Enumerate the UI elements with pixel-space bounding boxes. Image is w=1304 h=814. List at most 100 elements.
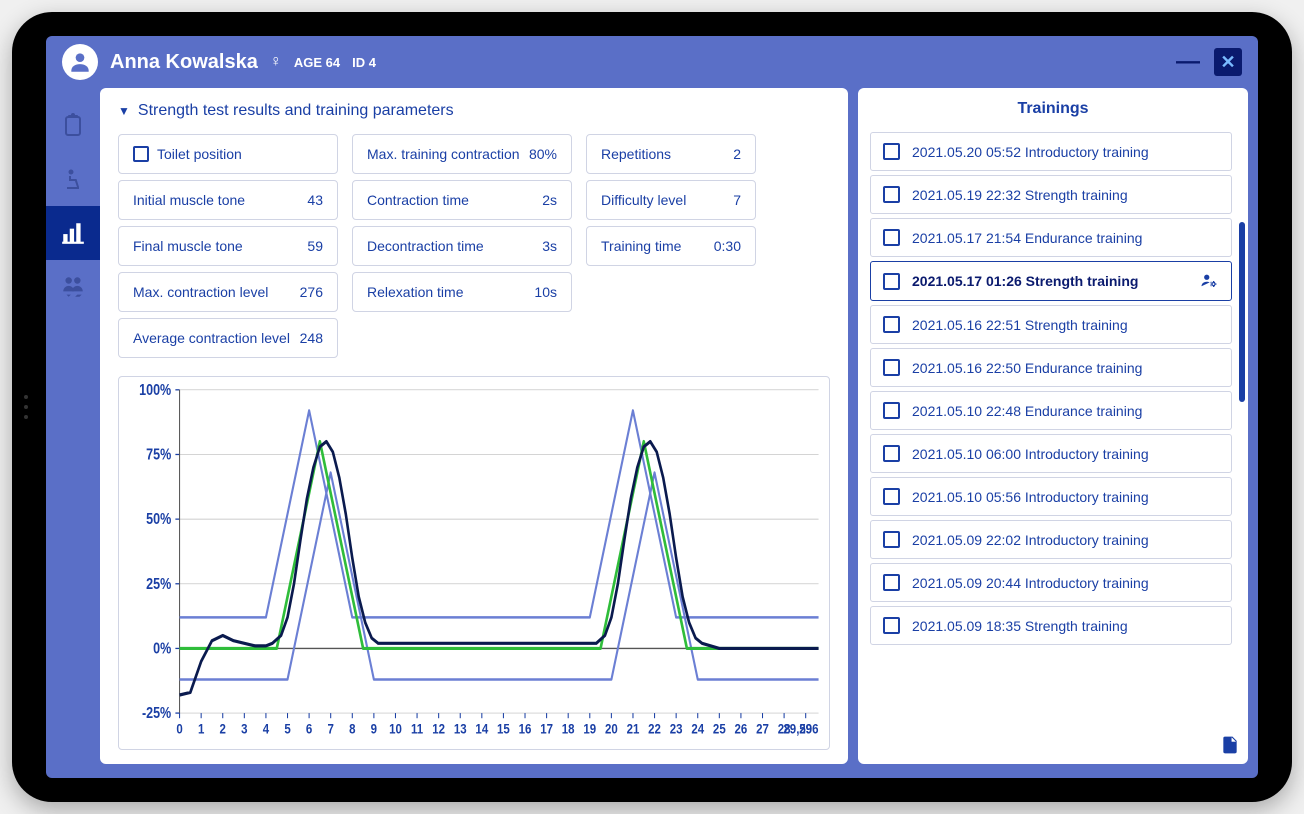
svg-text:7: 7 (327, 720, 333, 736)
param-box: Max. contraction level276 (118, 272, 338, 312)
svg-text:12: 12 (432, 720, 445, 736)
training-checkbox[interactable] (883, 229, 900, 246)
svg-text:18: 18 (562, 720, 575, 736)
param-label: Toilet position (157, 146, 242, 162)
tablet-dots (24, 395, 28, 419)
training-checkbox[interactable] (883, 186, 900, 203)
training-label: 2021.05.10 06:00 Introductory training (912, 446, 1219, 462)
training-item[interactable]: 2021.05.16 22:50 Endurance training (870, 348, 1232, 387)
training-list[interactable]: 2021.05.20 05:52 Introductory training 20… (870, 132, 1236, 752)
param-label: Relexation time (367, 284, 464, 300)
svg-text:-25%: -25% (142, 704, 172, 722)
param-value: 7 (733, 192, 741, 208)
training-checkbox[interactable] (883, 617, 900, 634)
training-item[interactable]: 2021.05.10 06:00 Introductory training (870, 434, 1232, 473)
training-item[interactable]: 2021.05.09 22:02 Introductory training (870, 520, 1232, 559)
svg-text:26: 26 (735, 720, 748, 736)
training-item[interactable]: 2021.05.17 01:26 Strength training (870, 261, 1232, 301)
training-item[interactable]: 2021.05.10 22:48 Endurance training (870, 391, 1232, 430)
training-checkbox[interactable] (883, 488, 900, 505)
training-label: 2021.05.19 22:32 Strength training (912, 187, 1219, 203)
param-label: Difficulty level (601, 192, 686, 208)
param-value: 3s (542, 238, 557, 254)
content: ▼ Strength test results and training par… (100, 88, 1258, 778)
sidebar-item-clipboard[interactable] (46, 98, 100, 152)
param-box: Relexation time 10s (352, 272, 572, 312)
svg-text:9: 9 (371, 720, 377, 736)
training-item[interactable]: 2021.05.09 18:35 Strength training (870, 606, 1232, 645)
params-col-2: Max. training contraction80%Contraction … (352, 134, 572, 358)
svg-text:10: 10 (389, 720, 402, 736)
param-label: Average contraction level (133, 330, 290, 346)
training-item[interactable]: 2021.05.16 22:51 Strength training (870, 305, 1232, 344)
training-item[interactable]: 2021.05.19 22:32 Strength training (870, 175, 1232, 214)
training-checkbox[interactable] (883, 531, 900, 548)
param-value: 0:30 (714, 238, 741, 254)
scrollbar[interactable] (1239, 222, 1245, 422)
param-box: Difficulty level 7 (586, 180, 756, 220)
param-value: 59 (307, 238, 323, 254)
svg-text:20: 20 (605, 720, 618, 736)
param-label: Contraction time (367, 192, 469, 208)
param-box: Toilet position (118, 134, 338, 174)
sidebar-item-people[interactable] (46, 260, 100, 314)
svg-text:100%: 100% (139, 381, 171, 399)
body: ▼ Strength test results and training par… (46, 88, 1258, 778)
svg-text:0%: 0% (153, 639, 172, 657)
person-gear-icon[interactable] (1199, 272, 1219, 290)
training-label: 2021.05.09 18:35 Strength training (912, 618, 1219, 634)
training-item[interactable]: 2021.05.10 05:56 Introductory training (870, 477, 1232, 516)
patient-age: AGE 64 (294, 55, 340, 70)
svg-text:19: 19 (583, 720, 596, 736)
training-item[interactable]: 2021.05.17 21:54 Endurance training (870, 218, 1232, 257)
caret-down-icon: ▼ (118, 104, 130, 118)
training-checkbox[interactable] (883, 273, 900, 290)
training-item[interactable]: 2021.05.09 20:44 Introductory training (870, 563, 1232, 602)
svg-text:6: 6 (306, 720, 312, 736)
param-value: 43 (307, 192, 323, 208)
param-checkbox[interactable] (133, 146, 149, 162)
param-value: 10s (534, 284, 557, 300)
sidebar-item-chart[interactable] (46, 206, 100, 260)
main-panel: ▼ Strength test results and training par… (100, 88, 848, 764)
param-box: Decontraction time3s (352, 226, 572, 266)
close-button[interactable]: ✕ (1214, 48, 1242, 76)
minimize-button[interactable]: — (1174, 48, 1202, 76)
svg-text:14: 14 (475, 720, 489, 736)
training-item[interactable]: 2021.05.20 05:52 Introductory training (870, 132, 1232, 171)
param-label: Max. training contraction (367, 146, 520, 162)
svg-text:23: 23 (670, 720, 683, 736)
param-box: Final muscle tone 59 (118, 226, 338, 266)
training-checkbox[interactable] (883, 574, 900, 591)
gender-icon: ♀ (270, 53, 282, 71)
sidebar-item-seat[interactable] (46, 152, 100, 206)
training-checkbox[interactable] (883, 316, 900, 333)
training-label: 2021.05.09 20:44 Introductory training (912, 575, 1219, 591)
chart-container: -25%0%25%50%75%100%012345678910111213141… (118, 376, 830, 750)
header: Anna Kowalska ♀ AGE 64 ID 4 — ✕ (46, 36, 1258, 88)
svg-text:13: 13 (454, 720, 467, 736)
bar-chart-icon (60, 220, 86, 246)
training-checkbox[interactable] (883, 359, 900, 376)
seat-icon (61, 166, 85, 192)
training-label: 2021.05.09 22:02 Introductory training (912, 532, 1219, 548)
patient-id: ID 4 (352, 55, 376, 70)
param-box: Average contraction level248 (118, 318, 338, 358)
param-box: Repetitions2 (586, 134, 756, 174)
training-label: 2021.05.20 05:52 Introductory training (912, 144, 1219, 160)
trainings-title: Trainings (870, 100, 1236, 118)
training-checkbox[interactable] (883, 445, 900, 462)
training-label: 2021.05.10 22:48 Endurance training (912, 403, 1219, 419)
param-label: Max. contraction level (133, 284, 268, 300)
patient-name: Anna Kowalska (110, 51, 258, 74)
training-checkbox[interactable] (883, 143, 900, 160)
export-pdf-button[interactable] (1220, 734, 1240, 756)
param-label: Final muscle tone (133, 238, 243, 254)
training-checkbox[interactable] (883, 402, 900, 419)
svg-text:25%: 25% (146, 575, 172, 593)
svg-text:4: 4 (263, 720, 270, 736)
training-label: 2021.05.10 05:56 Introductory training (912, 489, 1219, 505)
svg-text:25: 25 (713, 720, 726, 736)
param-label: Repetitions (601, 146, 671, 162)
section-header[interactable]: ▼ Strength test results and training par… (118, 102, 830, 120)
